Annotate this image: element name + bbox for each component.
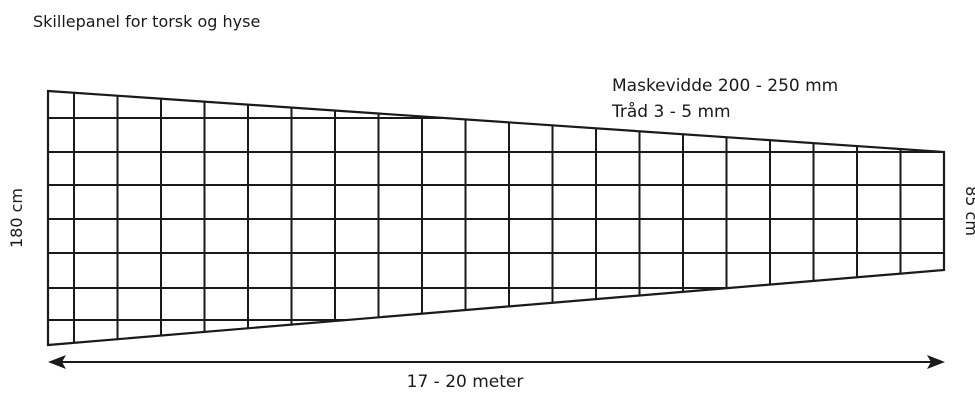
mesh-size-label: Maskevidde 200 - 250 mm <box>612 76 838 96</box>
net-panel <box>46 89 946 347</box>
length-dimension-arrow <box>48 355 945 369</box>
left-height-label: 180 cm <box>7 188 26 248</box>
right-height-label: 85 cm <box>962 186 975 236</box>
arrow-left-head <box>48 355 66 369</box>
net-horizontal-lines <box>48 117 944 321</box>
length-label: 17 - 20 meter <box>407 372 524 392</box>
net-vertical-lines <box>73 92 902 343</box>
diagram-title: Skillepanel for torsk og hyse <box>33 12 260 31</box>
arrow-right-head <box>927 355 945 369</box>
thread-size-label: Tråd 3 - 5 mm <box>611 101 731 122</box>
panel-outline <box>46 89 946 347</box>
